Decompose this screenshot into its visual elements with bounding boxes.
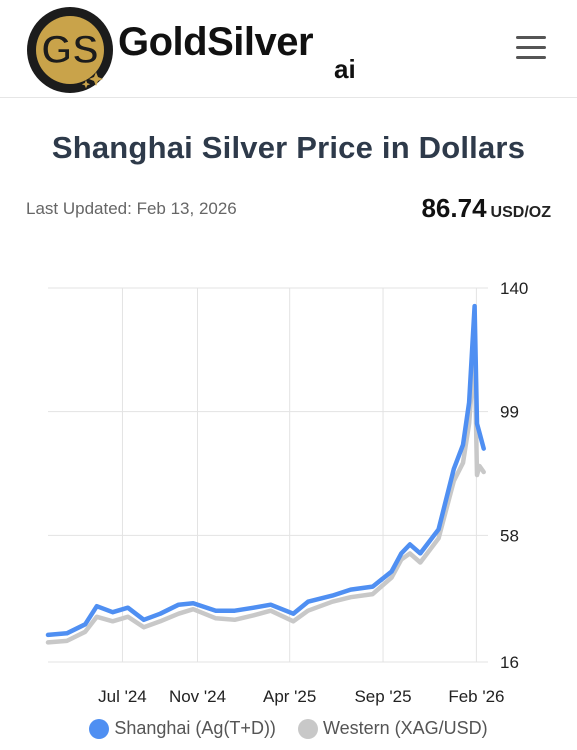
chart-legend: Shanghai (Ag(T+D)) Western (XAG/USD)	[0, 718, 577, 739]
site-header: GS GoldSilver ai	[0, 0, 577, 98]
x-tick-label: Nov '24	[169, 687, 226, 706]
price-unit: USD/OZ	[490, 204, 551, 221]
legend-shanghai-label: Shanghai (Ag(T+D))	[114, 718, 276, 738]
y-tick-label: 16	[500, 653, 519, 672]
legend-western[interactable]: Western (XAG/USD)	[297, 718, 488, 739]
brand-suffix: ai	[334, 54, 356, 84]
legend-western-swatch	[297, 718, 318, 739]
legend-shanghai[interactable]: Shanghai (Ag(T+D))	[89, 718, 276, 739]
x-axis: Jul '24 Nov '24 Apr '25 Sep '25 Feb '26	[98, 687, 504, 706]
x-tick-label: Sep '25	[354, 687, 411, 706]
x-tick-label: Feb '26	[448, 687, 504, 706]
y-axis: 140 99 58 16	[500, 279, 528, 672]
sparkle-icon	[81, 72, 103, 89]
series-line-shanghai[interactable]	[45, 303, 486, 638]
price-value: 86.74	[421, 193, 487, 223]
page-title: Shanghai Silver Price in Dollars	[51, 130, 526, 165]
goldsilver-logo-icon[interactable]: GS	[26, 6, 114, 94]
y-tick-label: 140	[500, 279, 528, 298]
chart-lines	[45, 303, 486, 645]
legend-western-label: Western (XAG/USD)	[322, 718, 488, 738]
legend-shanghai-swatch	[89, 718, 110, 739]
y-tick-label: 99	[500, 403, 519, 422]
current-price: 86.74 USD/OZ	[421, 193, 551, 224]
y-tick-label: 58	[500, 526, 519, 545]
brand-name[interactable]: GoldSilver	[118, 20, 314, 64]
price-chart[interactable]: 140 99 58 16 Jul '24 Nov '24 Apr '25 Sep '25 Fe…	[0, 270, 577, 710]
logo-letters: GS	[41, 28, 99, 72]
x-tick-label: Jul '24	[98, 687, 147, 706]
x-tick-label: Apr '25	[263, 687, 316, 706]
series-line-western[interactable]	[45, 346, 486, 645]
hamburger-menu-icon[interactable]	[514, 34, 548, 62]
last-updated: Last Updated: Feb 13, 2026	[26, 199, 237, 218]
